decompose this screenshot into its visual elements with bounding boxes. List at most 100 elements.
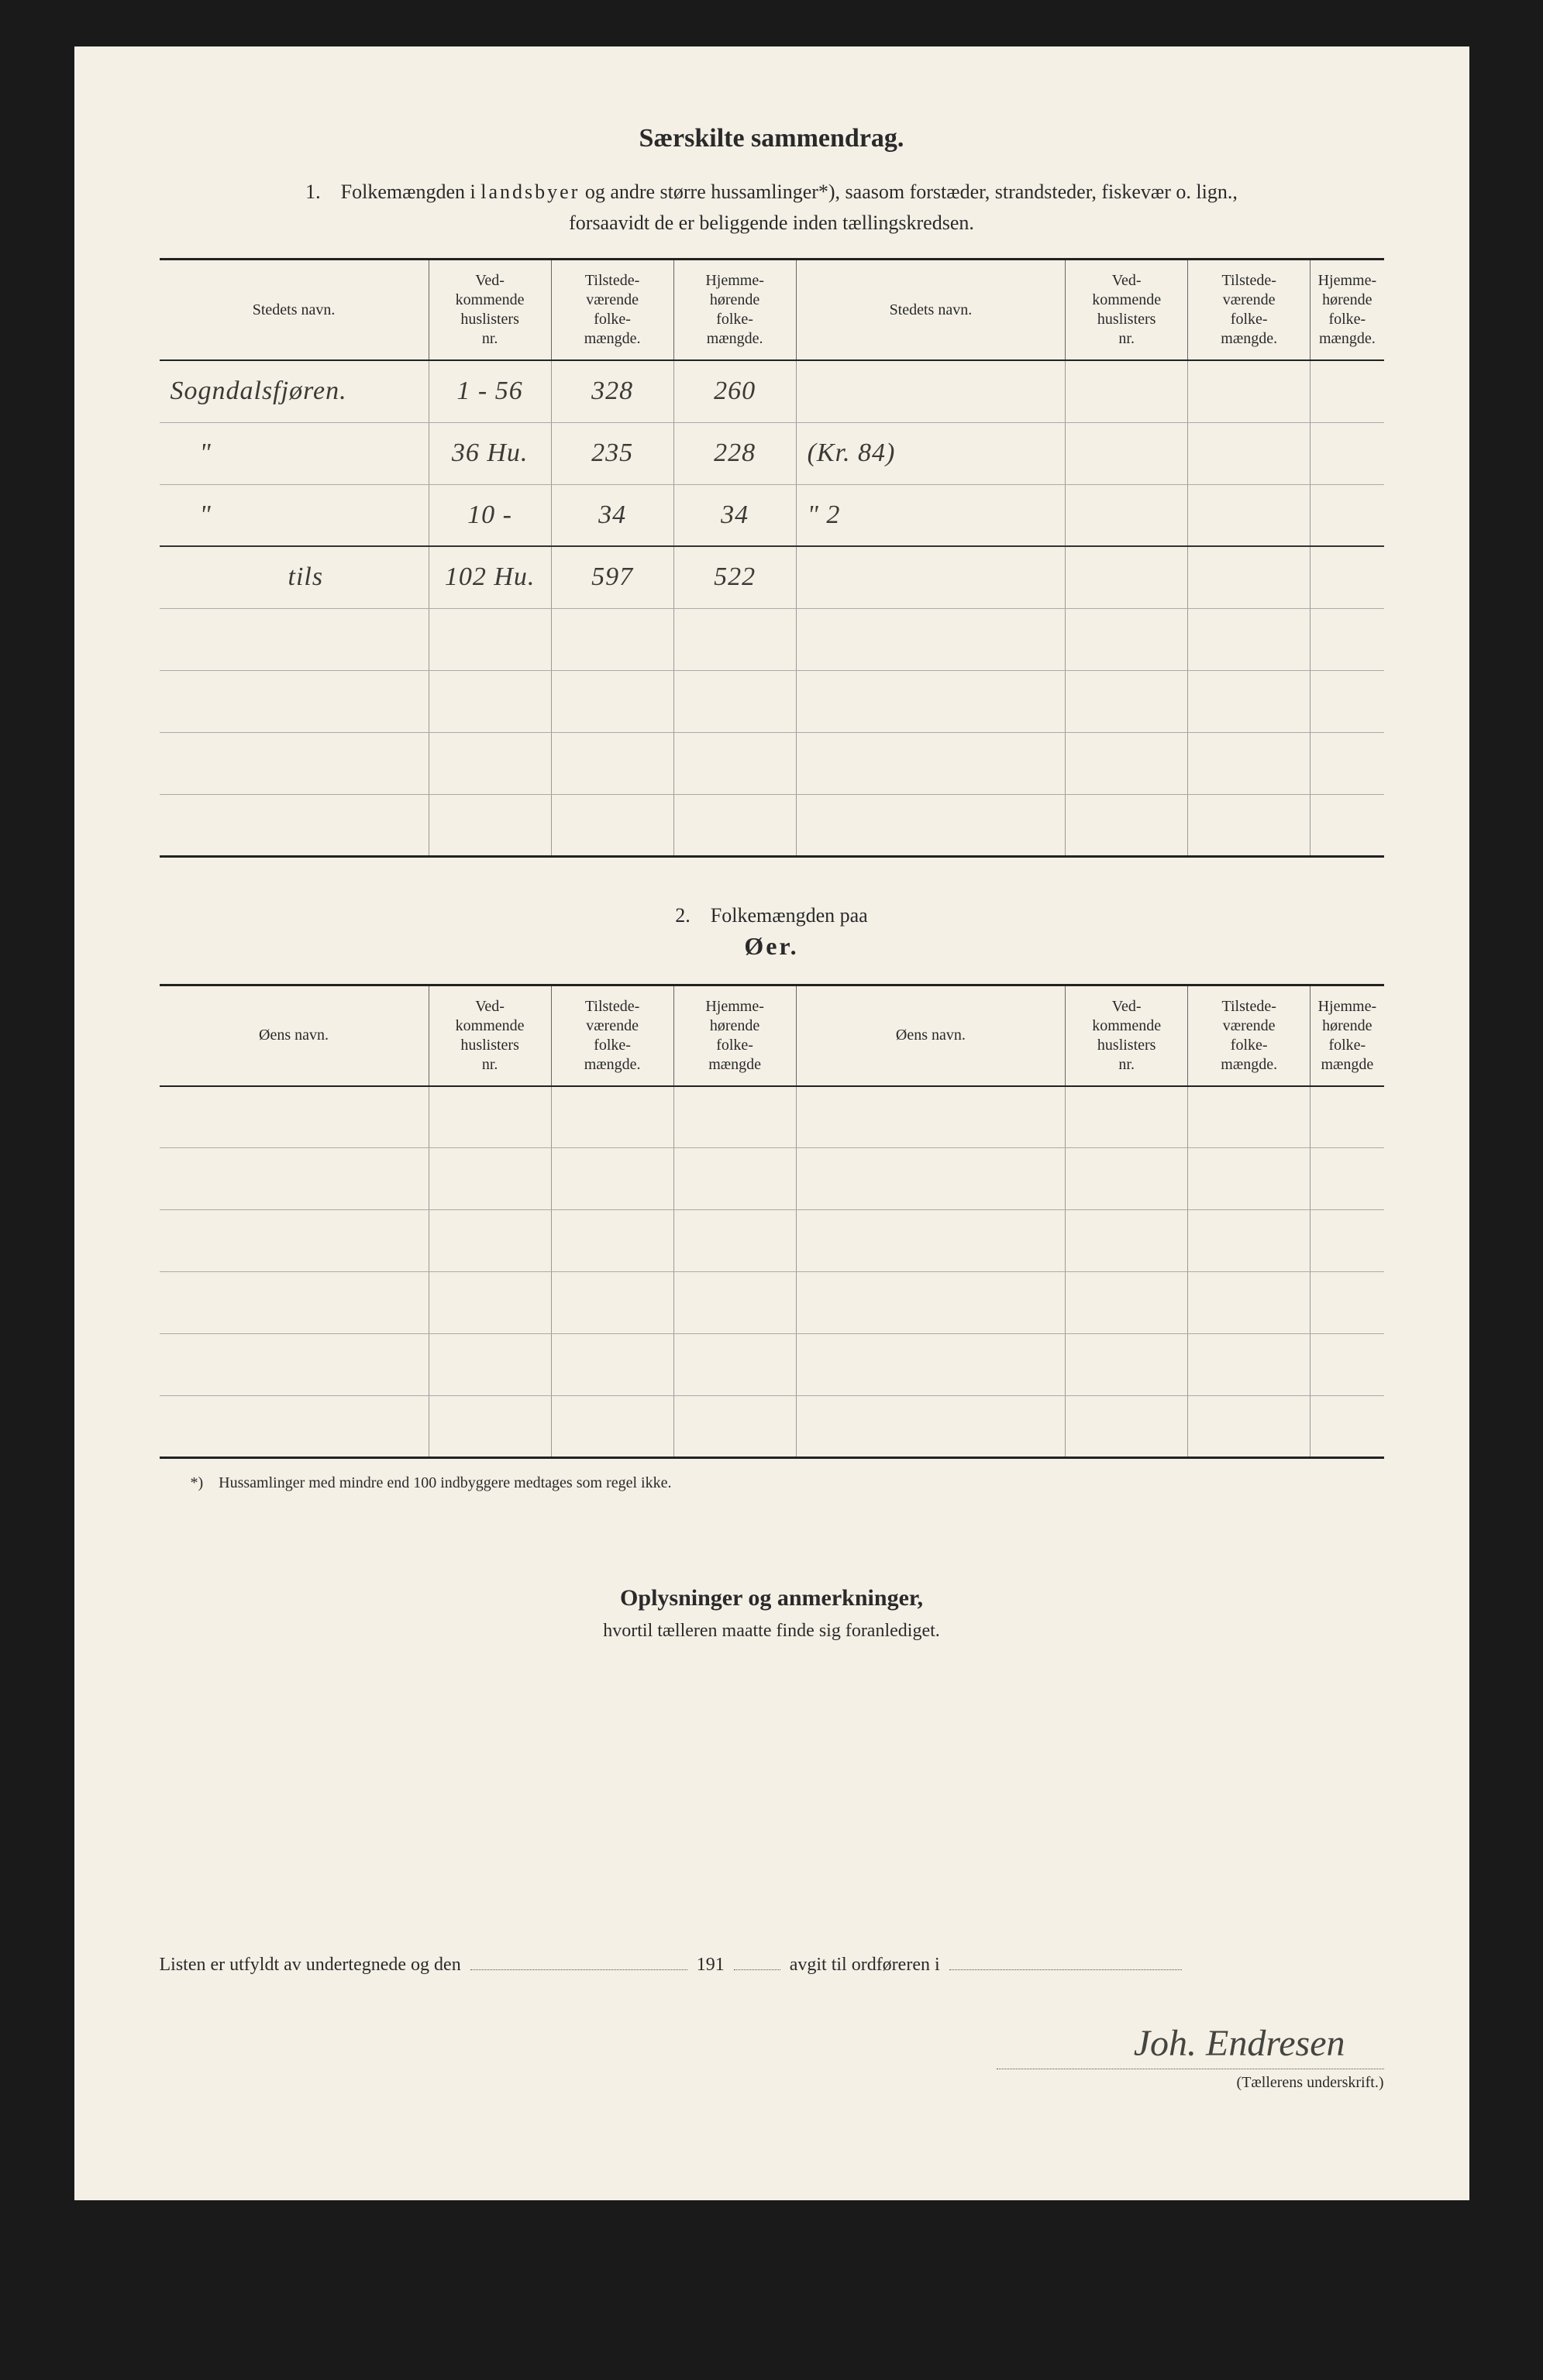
- th-c2-left: Tilstede-værendefolke-mængde.: [551, 260, 673, 361]
- handwritten-value: 1 - 56: [456, 377, 522, 405]
- cell: [796, 1086, 1066, 1148]
- th-c1-right: Ved-kommendehuslistersnr.: [1066, 260, 1188, 361]
- th2-name-right: Øens navn.: [796, 985, 1066, 1086]
- handwritten-value: 36 Hu.: [452, 439, 529, 467]
- cell: [551, 670, 673, 732]
- section-2-title: Øer.: [160, 932, 1384, 961]
- cell: [796, 1272, 1066, 1334]
- cell: [551, 1148, 673, 1210]
- th2-c1-right: Ved-kommendehuslistersnr.: [1066, 985, 1188, 1086]
- footer-line: Listen er utfyldt av undertegnede og den…: [160, 1952, 1384, 1976]
- cell: [1188, 1148, 1311, 1210]
- cell: [1188, 1334, 1311, 1396]
- cell: [796, 546, 1066, 608]
- table-row: [160, 1086, 1384, 1148]
- th-name-left: Stedets navn.: [160, 260, 429, 361]
- cell: [1188, 1210, 1311, 1272]
- cell: [429, 794, 551, 856]
- cell: [1311, 670, 1384, 732]
- cell: [796, 608, 1066, 670]
- handwritten-value: 597: [591, 562, 633, 591]
- cell: [1066, 1148, 1188, 1210]
- cell: [796, 1210, 1066, 1272]
- th-c3-right: Hjemme-hørendefolke-mængde.: [1311, 260, 1384, 361]
- subtitle-line-1: 1. Folkemængden i landsbyer og andre stø…: [160, 177, 1384, 207]
- footer-blank-3: [949, 1952, 1182, 1970]
- cell: [429, 1086, 551, 1148]
- footer-prefix: Listen er utfyldt av undertegnede og den: [160, 1955, 461, 1975]
- th-c3-left: Hjemme-hørendefolke-mængde.: [673, 260, 796, 361]
- cell: [1311, 1148, 1384, 1210]
- cell: [429, 608, 551, 670]
- document-page: Særskilte sammendrag. 1. Folkemængden i …: [74, 46, 1469, 2200]
- cell: [1311, 1396, 1384, 1458]
- cell: Sogndalsfjøren.: [160, 360, 429, 422]
- cell: [551, 1210, 673, 1272]
- cell: [796, 1396, 1066, 1458]
- cell: [1311, 794, 1384, 856]
- th2-name-left: Øens navn.: [160, 985, 429, 1086]
- cell: [1188, 670, 1311, 732]
- cell: [1311, 608, 1384, 670]
- cell: 10 -: [429, 484, 551, 546]
- cell: " 2: [796, 484, 1066, 546]
- cell: [1188, 732, 1311, 794]
- handwritten-value: 34: [721, 500, 749, 529]
- table-landsbyer: Stedets navn. Ved-kommendehuslistersnr. …: [160, 258, 1384, 858]
- th2-c3-left: Hjemme-hørendefolke-mængde: [673, 985, 796, 1086]
- cell: 235: [551, 422, 673, 484]
- cell: [1066, 608, 1188, 670]
- cell: [551, 608, 673, 670]
- cell: [1188, 1396, 1311, 1458]
- cell: [160, 794, 429, 856]
- cell: [1311, 1210, 1384, 1272]
- cell: (Kr. 84): [796, 422, 1066, 484]
- cell: [1066, 422, 1188, 484]
- cell: [673, 608, 796, 670]
- th2-c2-right: Tilstede-værendefolke-mængde.: [1188, 985, 1311, 1086]
- cell: [1188, 546, 1311, 608]
- cell: 522: [673, 546, 796, 608]
- section-2-num: 2. Folkemængden paa: [160, 904, 1384, 927]
- th-c1-left: Ved-kommendehuslistersnr.: [429, 260, 551, 361]
- cell: [551, 794, 673, 856]
- footer-blank-1: [470, 1952, 687, 1970]
- cell: [673, 1210, 796, 1272]
- cell: [160, 1396, 429, 1458]
- cell: [1188, 484, 1311, 546]
- handwritten-value: ": [170, 439, 212, 467]
- cell: [1066, 360, 1188, 422]
- cell: [551, 1334, 673, 1396]
- cell: [1188, 1086, 1311, 1148]
- subtitle-spaced: landsbyer: [480, 181, 580, 203]
- cell: [1066, 1210, 1188, 1272]
- cell: 34: [551, 484, 673, 546]
- table-row: [160, 1210, 1384, 1272]
- cell: [673, 670, 796, 732]
- subtitle-line-2: forsaavidt de er beliggende inden tællin…: [160, 212, 1384, 235]
- cell: [1188, 608, 1311, 670]
- cell: [1066, 1334, 1188, 1396]
- handwritten-value: 522: [714, 562, 756, 591]
- th-c2-right: Tilstede-værendefolke-mængde.: [1188, 260, 1311, 361]
- cell: [1066, 670, 1188, 732]
- cell: [1311, 1272, 1384, 1334]
- cell: 228: [673, 422, 796, 484]
- cell: [551, 1396, 673, 1458]
- th2-c3-right: Hjemme-hørendefolke-mængde: [1311, 985, 1384, 1086]
- cell: [551, 1272, 673, 1334]
- footer-blank-2: [734, 1952, 780, 1970]
- table-row: [160, 732, 1384, 794]
- cell: [673, 794, 796, 856]
- table-row: [160, 1272, 1384, 1334]
- cell: 34: [673, 484, 796, 546]
- cell: [429, 1272, 551, 1334]
- handwritten-value: ": [170, 500, 212, 529]
- cell: [796, 794, 1066, 856]
- cell: [429, 1148, 551, 1210]
- cell: [1066, 1396, 1188, 1458]
- cell: [673, 1086, 796, 1148]
- table-row: [160, 1396, 1384, 1458]
- table-row: "10 -3434" 2: [160, 484, 1384, 546]
- handwritten-value: tils: [170, 562, 324, 591]
